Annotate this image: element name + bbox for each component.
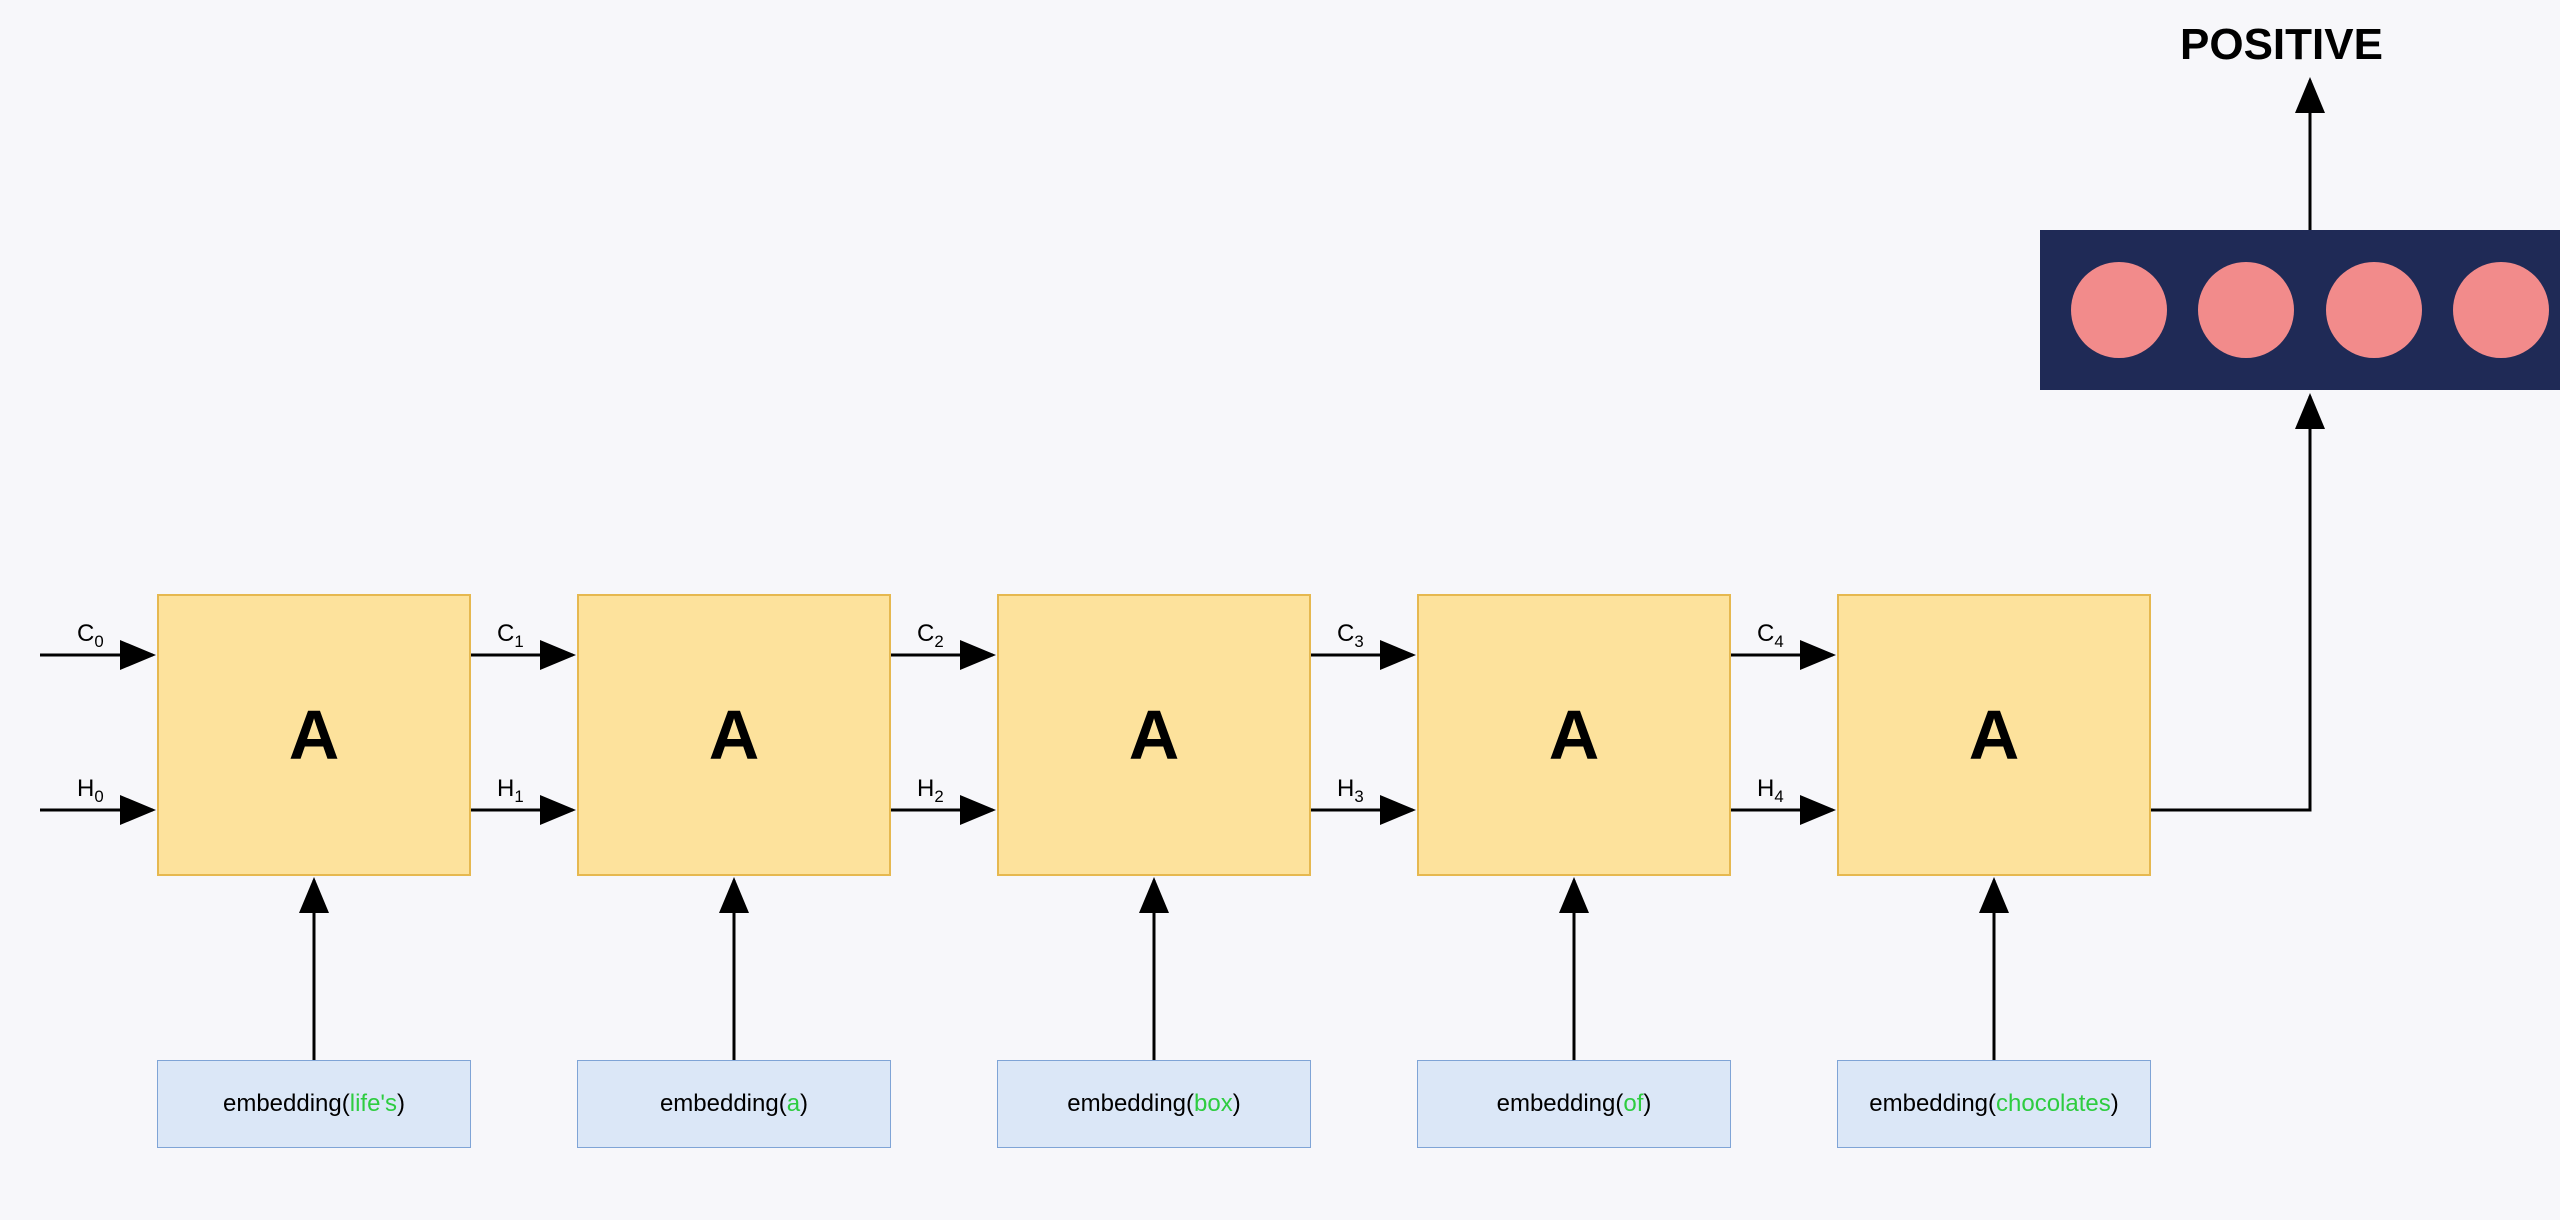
embedding-prefix: embedding(	[223, 1090, 350, 1118]
output-layer-box	[2040, 230, 2560, 390]
rnn-cell-1: A	[577, 594, 891, 876]
embedding-suffix: )	[800, 1090, 808, 1118]
embedding-prefix: embedding(	[1497, 1090, 1624, 1118]
output-neuron-1	[2198, 262, 2294, 358]
h-state-label-3: H3	[1337, 775, 1364, 807]
rnn-cell-label: A	[1549, 695, 1600, 775]
embedding-word: life's	[350, 1090, 397, 1118]
h-state-label-0: H0	[77, 775, 104, 807]
embedding-box-2: embedding(box)	[997, 1060, 1311, 1148]
embedding-box-3: embedding(of)	[1417, 1060, 1731, 1148]
rnn-cell-2: A	[997, 594, 1311, 876]
rnn-cell-3: A	[1417, 594, 1731, 876]
output-neuron-0	[2071, 262, 2167, 358]
embedding-word: chocolates	[1996, 1090, 2111, 1118]
embedding-prefix: embedding(	[1067, 1090, 1194, 1118]
c-state-label-2: C2	[917, 620, 944, 652]
embedding-word: of	[1623, 1090, 1643, 1118]
embedding-prefix: embedding(	[1869, 1090, 1996, 1118]
c-state-label-1: C1	[497, 620, 524, 652]
embedding-word: box	[1194, 1090, 1233, 1118]
rnn-cell-label: A	[1129, 695, 1180, 775]
c-state-label-3: C3	[1337, 620, 1364, 652]
output-label: POSITIVE	[2180, 20, 2383, 70]
output-neuron-3	[2453, 262, 2549, 358]
c-state-label-0: C0	[77, 620, 104, 652]
rnn-cell-0: A	[157, 594, 471, 876]
h-state-label-2: H2	[917, 775, 944, 807]
embedding-box-0: embedding(life's)	[157, 1060, 471, 1148]
embedding-suffix: )	[397, 1090, 405, 1118]
rnn-cell-label: A	[709, 695, 760, 775]
c-state-label-4: C4	[1757, 620, 1784, 652]
h-state-label-4: H4	[1757, 775, 1784, 807]
rnn-cell-label: A	[1969, 695, 2020, 775]
h-state-label-1: H1	[497, 775, 524, 807]
embedding-suffix: )	[1643, 1090, 1651, 1118]
embedding-box-1: embedding(a)	[577, 1060, 891, 1148]
embedding-word: a	[787, 1090, 800, 1118]
rnn-cell-label: A	[289, 695, 340, 775]
embedding-suffix: )	[1233, 1090, 1241, 1118]
output-neuron-2	[2326, 262, 2422, 358]
embedding-box-4: embedding(chocolates)	[1837, 1060, 2151, 1148]
embedding-prefix: embedding(	[660, 1090, 787, 1118]
embedding-suffix: )	[2111, 1090, 2119, 1118]
rnn-cell-4: A	[1837, 594, 2151, 876]
